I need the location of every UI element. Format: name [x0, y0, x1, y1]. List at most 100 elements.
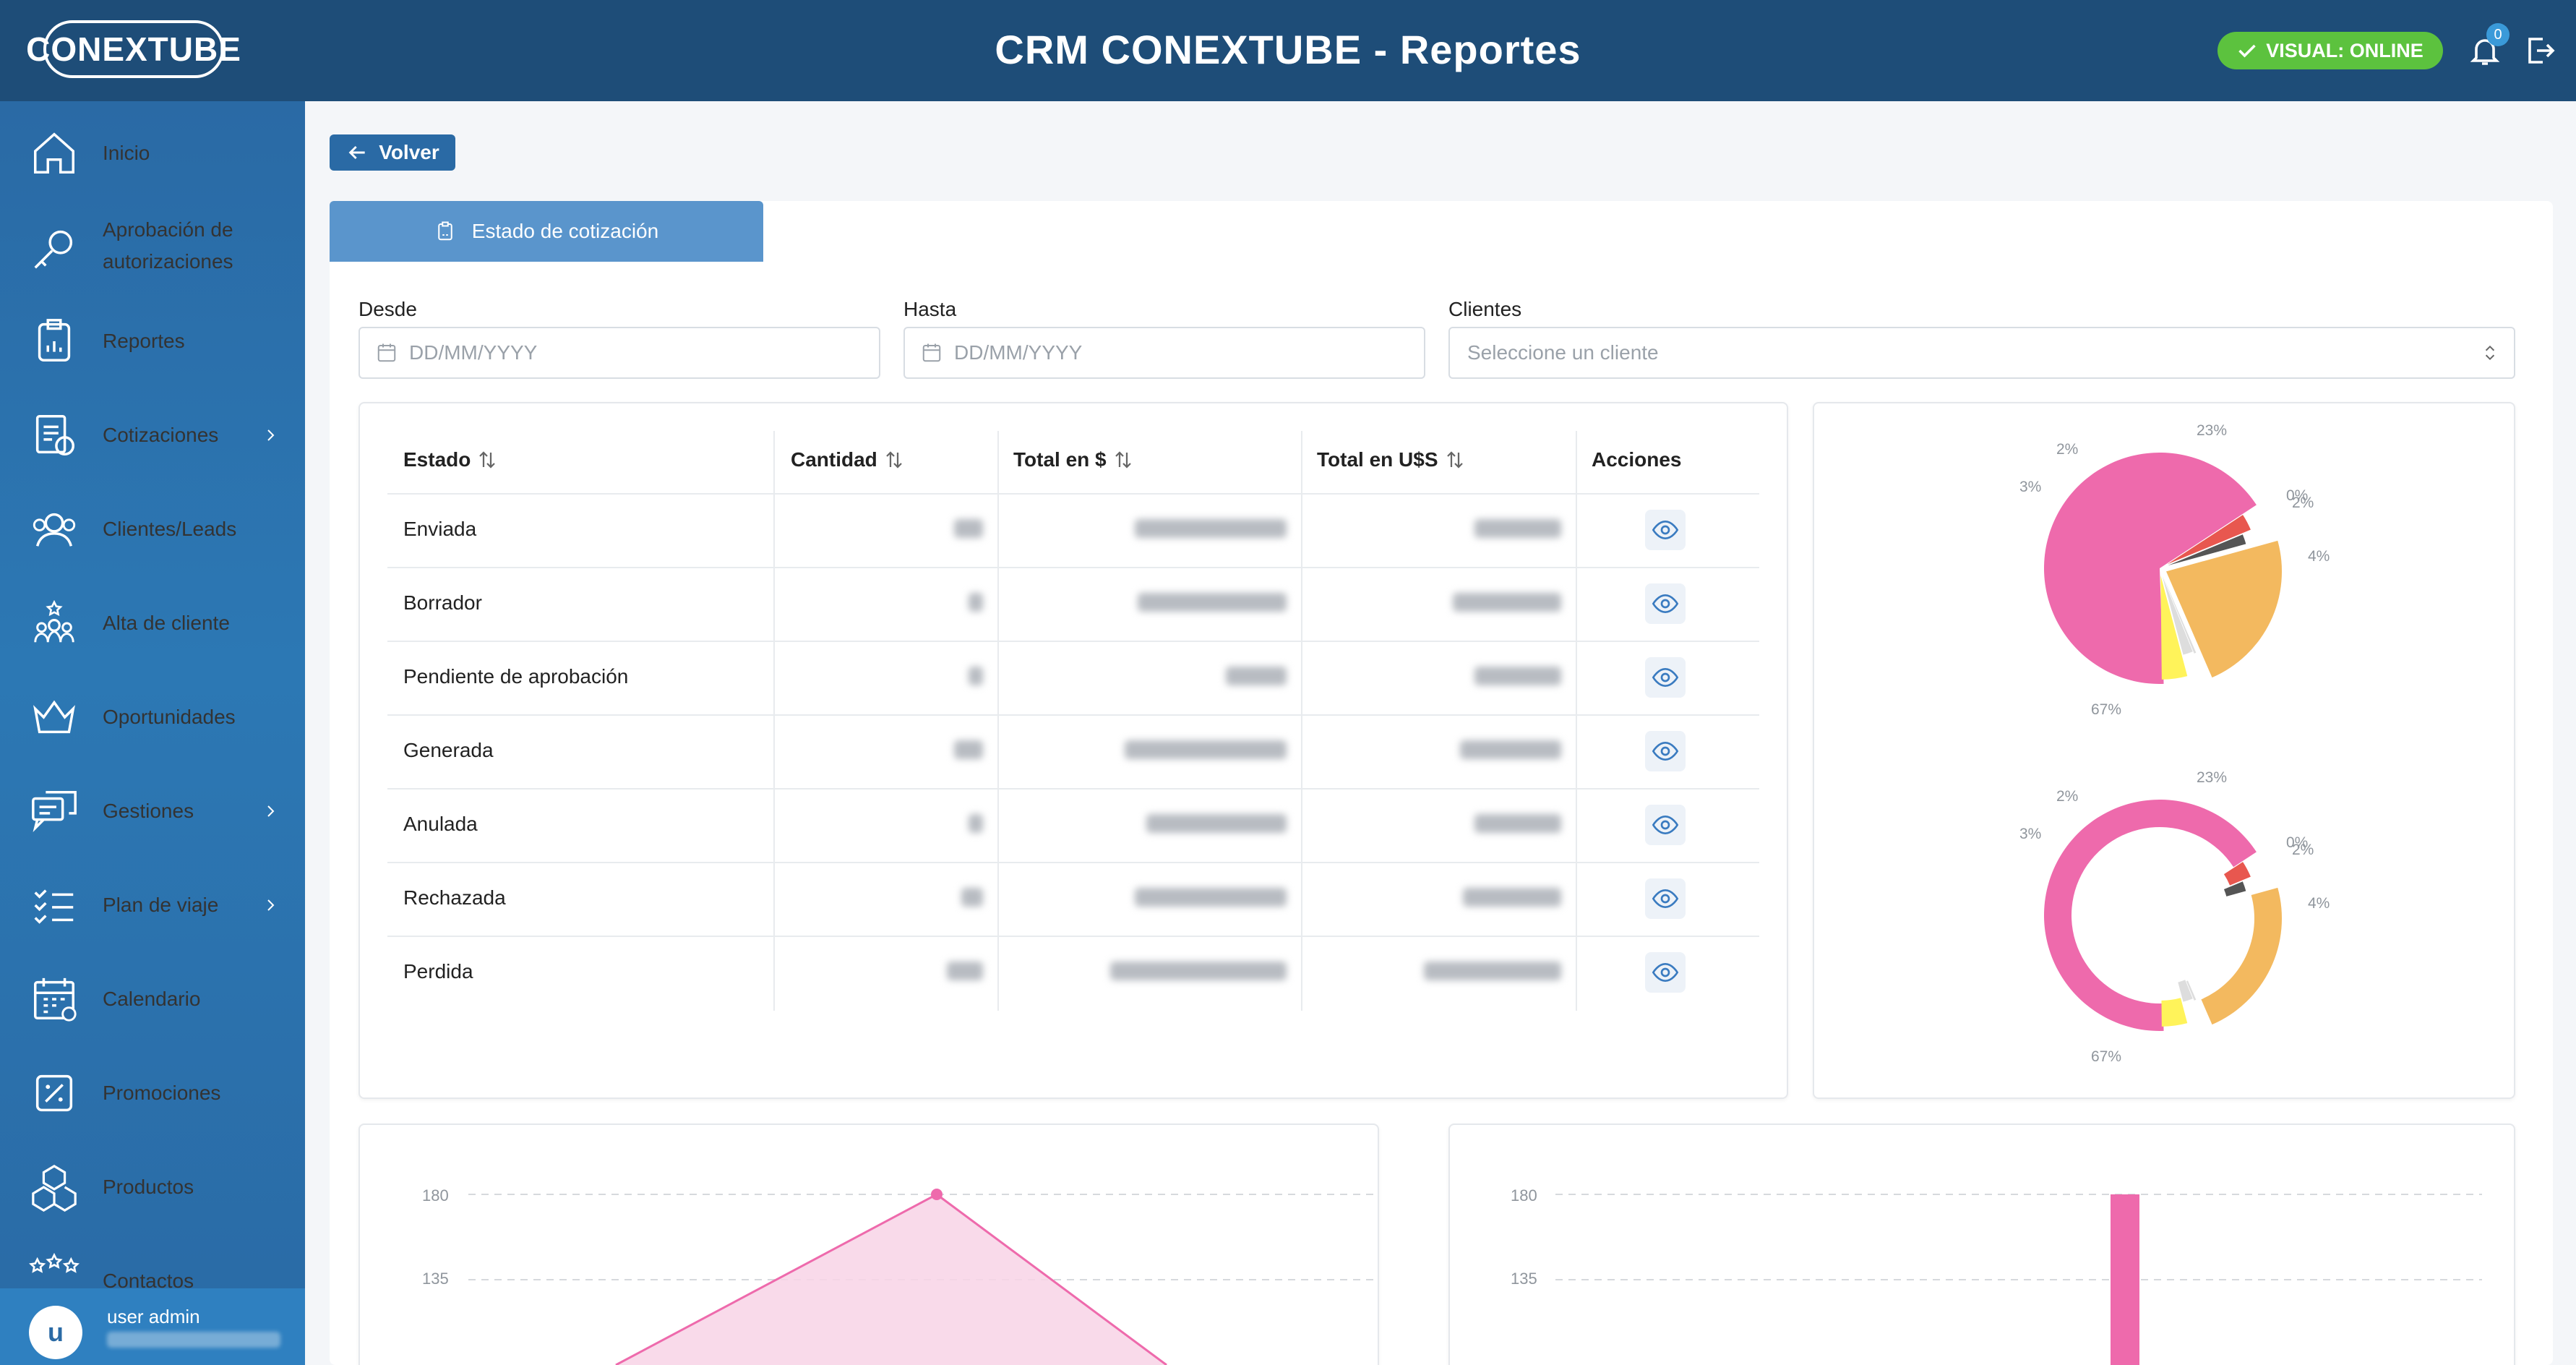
blurred-value	[1138, 593, 1287, 612]
chat-icon	[32, 791, 77, 833]
sidebar-item-label: Aprobación de	[103, 218, 233, 241]
opportunities-icon	[33, 700, 75, 734]
bar-chart	[1555, 1194, 2482, 1365]
sidebar-item-clientes[interactable]: Clientes/Leads	[0, 486, 305, 573]
sidebar-item-label: Alta de cliente	[103, 612, 230, 634]
pie-slice[interactable]	[2168, 534, 2246, 566]
calendar-icon	[34, 977, 77, 1022]
blurred-value	[1474, 814, 1561, 833]
pie-slice[interactable]	[2163, 576, 2197, 654]
sidebar-item-label: Calendario	[103, 988, 201, 1010]
logout-icon[interactable]	[2523, 32, 2557, 69]
sidebar-item-calendario[interactable]: Calendario	[0, 956, 305, 1043]
status-badge-label: VISUAL: ONLINE	[2266, 39, 2423, 61]
sidebar-item-aprobacion[interactable]: Aprobación de autorizaciones	[0, 204, 305, 294]
pie-slice[interactable]	[2161, 998, 2188, 1027]
tab-estado-cotizacion[interactable]: Estado de cotización	[330, 201, 763, 262]
sidebar-item-cotizaciones[interactable]: Cotizaciones	[0, 392, 305, 479]
clients-icon	[33, 513, 76, 547]
sidebar-item-label: Inicio	[103, 142, 150, 164]
slice-label: 67%	[2091, 701, 2122, 718]
status-badge: VISUAL: ONLINE	[2217, 32, 2443, 69]
table-row-estado: Generada	[403, 739, 494, 761]
quote-document-icon	[35, 415, 74, 455]
view-details-button[interactable]	[1645, 583, 1686, 624]
avatar[interactable]: u	[29, 1306, 82, 1359]
view-details-button[interactable]	[1645, 657, 1686, 698]
column-header-label: Acciones	[1592, 448, 1682, 471]
bar[interactable]	[2111, 1194, 2139, 1365]
y-tick-label: 180	[422, 1186, 449, 1204]
column-header-estado[interactable]: Estado	[403, 448, 498, 471]
desde-placeholder: DD/MM/YYYY	[409, 341, 538, 364]
blurred-value	[1146, 814, 1287, 833]
sidebar-item-label: Clientes/Leads	[103, 518, 237, 540]
view-details-button[interactable]	[1645, 805, 1686, 845]
user-name: user admin	[107, 1306, 200, 1327]
sidebar-item-plan-viaje[interactable]: Plan de viaje	[0, 862, 305, 949]
blurred-value	[954, 740, 983, 759]
pie-slice[interactable]	[2167, 515, 2251, 565]
calendar-icon	[922, 343, 941, 362]
view-details-button[interactable]	[1645, 510, 1686, 550]
blurred-value	[947, 962, 983, 980]
view-details-button[interactable]	[1645, 731, 1686, 771]
y-tick-label: 135	[1511, 1270, 1537, 1288]
pie-slice[interactable]	[2186, 980, 2197, 1001]
pie-slice[interactable]	[2223, 862, 2251, 886]
y-tick-label: 180	[1511, 1186, 1537, 1204]
sidebar-item-label: Oportunidades	[103, 706, 236, 728]
pie-slice[interactable]	[2166, 540, 2283, 678]
eye-icon	[1652, 889, 1679, 909]
clientes-select[interactable]: Seleccione un cliente	[1448, 327, 2515, 379]
hasta-date-input[interactable]: DD/MM/YYYY	[903, 327, 1425, 379]
sidebar-item-promociones[interactable]: Promociones	[0, 1050, 305, 1137]
slice-label: 3%	[2019, 826, 2042, 842]
pie-slice[interactable]	[2044, 453, 2257, 684]
sidebar-item-gestiones[interactable]: Gestiones	[0, 768, 305, 855]
tab-label: Estado de cotización	[471, 220, 659, 242]
sidebar-item-label: Gestiones	[103, 800, 194, 822]
sidebar-item-contactos[interactable]: Contactos	[0, 1238, 305, 1288]
area-fill	[616, 1194, 1167, 1365]
sidebar-item-label-2: autorizaciones	[103, 250, 233, 273]
sidebar-item-label: Promociones	[103, 1082, 221, 1104]
slice-label: 2%	[2292, 842, 2314, 858]
pie-slice[interactable]	[2223, 881, 2246, 897]
column-header-label: Total en $	[1013, 448, 1107, 471]
pie-slice[interactable]	[2178, 980, 2193, 1002]
top-header: CONEXTUBE CRM CONEXTUBE - Reportes VISUA…	[0, 0, 2576, 101]
area-chart	[468, 1189, 1379, 1365]
row-divider	[387, 862, 1759, 863]
percent-icon	[35, 1074, 73, 1112]
pie-slice[interactable]	[2162, 576, 2193, 655]
blurred-value	[1460, 740, 1561, 759]
blurred-value	[969, 814, 983, 833]
view-details-button[interactable]	[1645, 878, 1686, 919]
sidebar-item-productos[interactable]: Productos	[0, 1144, 305, 1231]
desde-date-input[interactable]: DD/MM/YYYY	[359, 327, 880, 379]
pie-slice[interactable]	[2160, 575, 2188, 680]
chevron-right-icon	[267, 805, 275, 817]
sidebar-item-oportunidades[interactable]: Oportunidades	[0, 674, 305, 761]
column-divider	[1301, 431, 1302, 1011]
sidebar-item-reportes[interactable]: Reportes	[0, 298, 305, 385]
column-header-label: Cantidad	[791, 448, 877, 471]
sidebar-item-alta-cliente[interactable]: Alta de cliente	[0, 580, 305, 667]
pie-slice[interactable]	[2201, 887, 2283, 1025]
conextube-logo[interactable]: CONEXTUBE	[26, 20, 241, 78]
slice-label: 2%	[2056, 788, 2079, 805]
column-header-cantidad[interactable]: Cantidad	[791, 448, 905, 471]
blurred-value	[1110, 962, 1287, 980]
column-header-total-usd[interactable]: Total en U$S	[1317, 448, 1466, 471]
sidebar-item-inicio[interactable]: Inicio	[0, 110, 305, 197]
column-divider	[1576, 431, 1577, 1011]
back-button[interactable]: Volver	[330, 134, 455, 171]
back-button-label: Volver	[379, 141, 439, 163]
column-header-total-pesos[interactable]: Total en $	[1013, 448, 1134, 471]
pie-chart	[2044, 453, 2283, 684]
data-point[interactable]	[931, 1189, 943, 1200]
table-row-estado: Anulada	[403, 813, 478, 835]
page-title: CRM CONEXTUBE - Reportes	[995, 27, 1581, 72]
view-details-button[interactable]	[1645, 952, 1686, 993]
